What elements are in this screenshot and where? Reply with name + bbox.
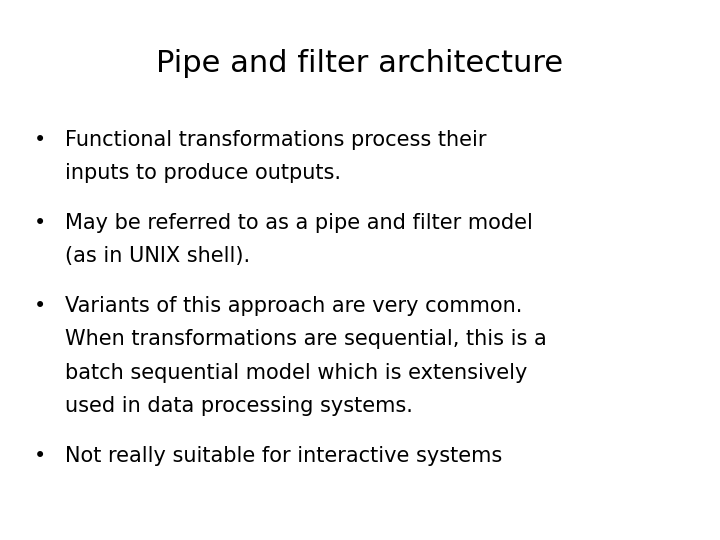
- Text: Variants of this approach are very common.: Variants of this approach are very commo…: [65, 296, 522, 316]
- Text: Functional transformations process their: Functional transformations process their: [65, 130, 486, 150]
- Text: Pipe and filter architecture: Pipe and filter architecture: [156, 49, 564, 78]
- Text: When transformations are sequential, this is a: When transformations are sequential, thi…: [65, 329, 546, 349]
- Text: •: •: [33, 446, 46, 466]
- Text: inputs to produce outputs.: inputs to produce outputs.: [65, 163, 341, 183]
- Text: May be referred to as a pipe and filter model: May be referred to as a pipe and filter …: [65, 213, 533, 233]
- Text: Not really suitable for interactive systems: Not really suitable for interactive syst…: [65, 446, 502, 466]
- Text: •: •: [33, 130, 46, 150]
- Text: (as in UNIX shell).: (as in UNIX shell).: [65, 246, 250, 266]
- Text: •: •: [33, 296, 46, 316]
- Text: used in data processing systems.: used in data processing systems.: [65, 396, 413, 416]
- Text: batch sequential model which is extensively: batch sequential model which is extensiv…: [65, 363, 527, 383]
- Text: •: •: [33, 213, 46, 233]
